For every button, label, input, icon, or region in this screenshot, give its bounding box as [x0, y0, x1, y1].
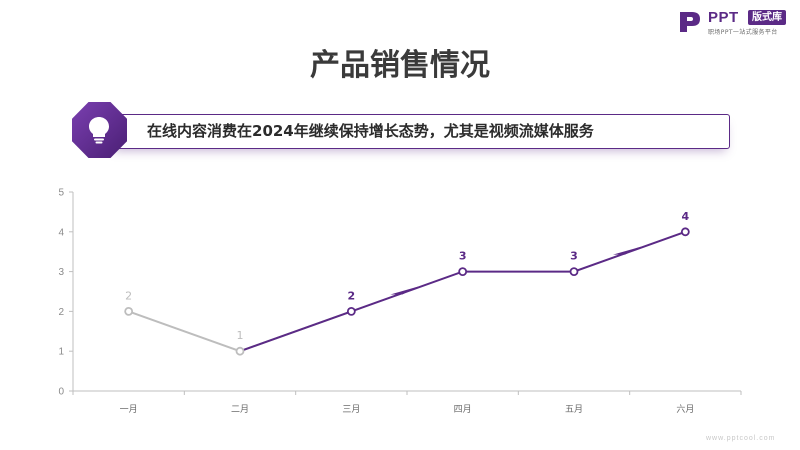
x-tick-label: 二月 — [231, 404, 249, 415]
trend-arrow-icon — [390, 286, 419, 295]
banner-icon-badge — [72, 102, 127, 158]
y-tick-label: 2 — [58, 307, 64, 318]
data-label: 1 — [237, 329, 244, 342]
logo-badge: 版式库 — [748, 10, 786, 25]
x-tick-label: 六月 — [676, 403, 694, 415]
logo-mark-icon — [680, 12, 700, 32]
brand-logo: PPT 版式库 职场PPT一站式服务平台 — [678, 8, 794, 36]
banner-text: 在线内容消费在2024年继续保持增长态势，尤其是视频流媒体服务 — [147, 122, 594, 140]
logo-tagline: 职场PPT一站式服务平台 — [708, 29, 778, 36]
data-label: 4 — [682, 210, 690, 223]
x-tick-label: 三月 — [342, 404, 360, 415]
y-tick-label: 0 — [58, 387, 64, 398]
data-point — [346, 306, 356, 316]
y-tick-label: 5 — [58, 188, 64, 199]
summary-banner: 在线内容消费在2024年继续保持增长态势，尤其是视频流媒体服务 — [110, 114, 730, 149]
lightbulb-icon — [89, 117, 109, 144]
trend-arrow-icon — [612, 246, 641, 255]
data-point — [235, 346, 245, 356]
x-tick-label: 五月 — [565, 404, 583, 415]
data-label: 3 — [570, 250, 578, 263]
page-title: 产品销售情况 — [310, 48, 490, 83]
x-tick-label: 一月 — [120, 404, 138, 415]
x-tick-label: 四月 — [454, 404, 472, 415]
data-label: 2 — [125, 289, 132, 302]
data-point — [569, 267, 579, 276]
y-tick-label: 1 — [58, 347, 64, 358]
logo-brand-text: PPT — [708, 9, 739, 26]
data-label: 2 — [348, 289, 356, 302]
watermark-text: www.pptcool.com — [706, 435, 776, 442]
data-point — [124, 306, 134, 316]
y-tick-label: 3 — [58, 267, 64, 278]
data-label: 3 — [459, 250, 467, 263]
y-tick-label: 4 — [58, 227, 64, 238]
data-point — [458, 267, 468, 276]
data-point — [680, 227, 690, 237]
sales-line-chart: 0 1 2 3 4 5 一月 二月 三月 四月 五月 六月 2 1 2 3 3 4 — [58, 188, 742, 415]
